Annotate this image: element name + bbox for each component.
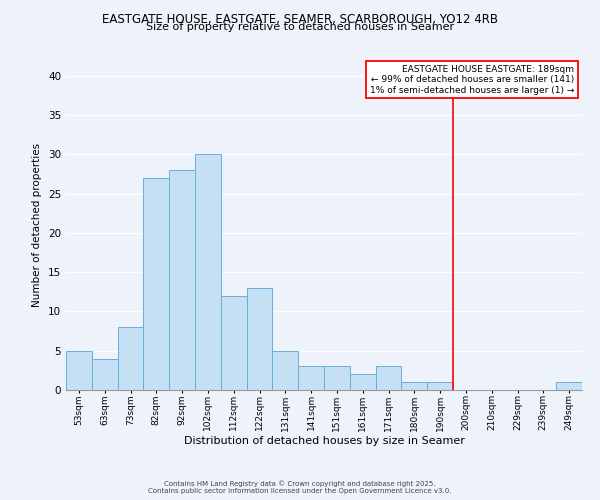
Bar (195, 154, 221, 390)
Bar (324, 366, 350, 390)
Bar (221, 296, 247, 390)
Bar (401, 382, 427, 390)
Text: Contains HM Land Registry data © Crown copyright and database right 2025.
Contai: Contains HM Land Registry data © Crown c… (148, 480, 452, 494)
Text: EASTGATE HOUSE, EASTGATE, SEAMER, SCARBOROUGH, YO12 4RB: EASTGATE HOUSE, EASTGATE, SEAMER, SCARBO… (102, 12, 498, 26)
Bar (118, 327, 143, 390)
Bar (247, 288, 272, 390)
Text: Size of property relative to detached houses in Seamer: Size of property relative to detached ho… (146, 22, 454, 32)
Bar (66, 350, 92, 390)
Bar (272, 350, 298, 390)
X-axis label: Distribution of detached houses by size in Seamer: Distribution of detached houses by size … (184, 436, 464, 446)
Bar (92, 358, 118, 390)
Bar (350, 374, 376, 390)
Y-axis label: Number of detached properties: Number of detached properties (32, 143, 43, 307)
Text: EASTGATE HOUSE EASTGATE: 189sqm
← 99% of detached houses are smaller (141)
1% of: EASTGATE HOUSE EASTGATE: 189sqm ← 99% of… (370, 65, 574, 95)
Bar (143, 178, 169, 390)
Bar (298, 366, 324, 390)
Bar (427, 382, 453, 390)
Bar (169, 170, 195, 390)
Bar (556, 382, 582, 390)
Bar (376, 366, 401, 390)
